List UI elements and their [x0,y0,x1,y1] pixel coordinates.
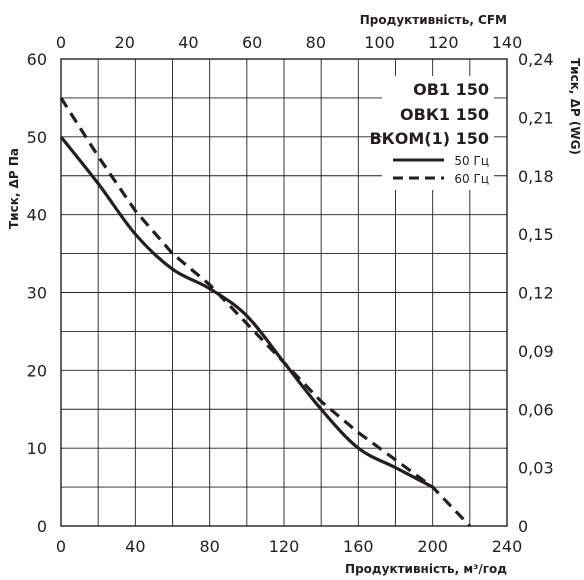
legend-model-1: ОВ1 150 [413,80,489,99]
y-right-tick-label: 0 [518,517,528,536]
y-right-tick-label: 0,21 [518,108,554,127]
legend-box [382,76,494,190]
y-right-tick-label: 0,15 [518,225,554,244]
y-left-tick-label: 0 [37,517,47,536]
x-bottom-tick-label: 80 [199,537,219,556]
x-top-tick-label: 140 [492,33,523,52]
y-right-axis-title: Тиск, ΔP (WG) [568,58,582,155]
y-right-tick-label: 0,09 [518,342,554,361]
legend-label-50hz: 50 Гц [454,154,489,168]
x-top-tick-label: 100 [364,33,395,52]
legend-model-3: ВКОМ(1) 150 [369,129,489,148]
y-left-tick-label: 30 [27,284,47,303]
x-bottom-tick-label: 120 [269,537,300,556]
x-top-tick-label: 20 [115,33,135,52]
legend-model-2: ОВК1 150 [400,105,489,124]
legend: ОВ1 150 ОВК1 150 ВКОМ(1) 150 50 Гц 60 Гц [369,76,494,190]
plot-frame [60,58,508,527]
x-top-tick-label: 60 [242,33,262,52]
x-bottom-tick-label: 200 [417,537,448,556]
y-left-tick-label: 60 [27,50,47,69]
y-left-tick-label: 10 [27,439,47,458]
x-top-tick-label: 40 [178,33,198,52]
y-right-tick-label: 0,12 [518,284,554,303]
y-right-tick-label: 0,24 [518,50,554,69]
y-right-tick-label: 0,18 [518,167,554,186]
y-left-tick-label: 40 [27,206,47,225]
x-top-axis-title: Продуктивність, CFM [360,13,507,27]
curve-50hz [59,135,434,489]
y-left-axis-title: Тиск, ΔP Па [7,148,21,229]
y-right-tick-label: 0,03 [518,459,554,478]
x-bottom-tick-label: 240 [492,537,523,556]
legend-label-60hz: 60 Гц [454,172,489,186]
x-top-tick-label: 120 [428,33,459,52]
curve-60hz [59,97,471,528]
y-left-tick-label: 20 [27,361,47,380]
x-bottom-tick-label: 0 [56,537,66,556]
x-bottom-tick-label: 160 [343,537,374,556]
x-top-tick-label: 80 [306,33,326,52]
x-bottom-axis-title: Продуктивність, м³/год [345,562,507,576]
performance-curves [59,97,471,528]
y-right-tick-label: 0,06 [518,400,554,419]
x-top-tick-label: 0 [56,33,66,52]
y-left-tick-label: 50 [27,128,47,147]
x-bottom-tick-label: 40 [125,537,145,556]
